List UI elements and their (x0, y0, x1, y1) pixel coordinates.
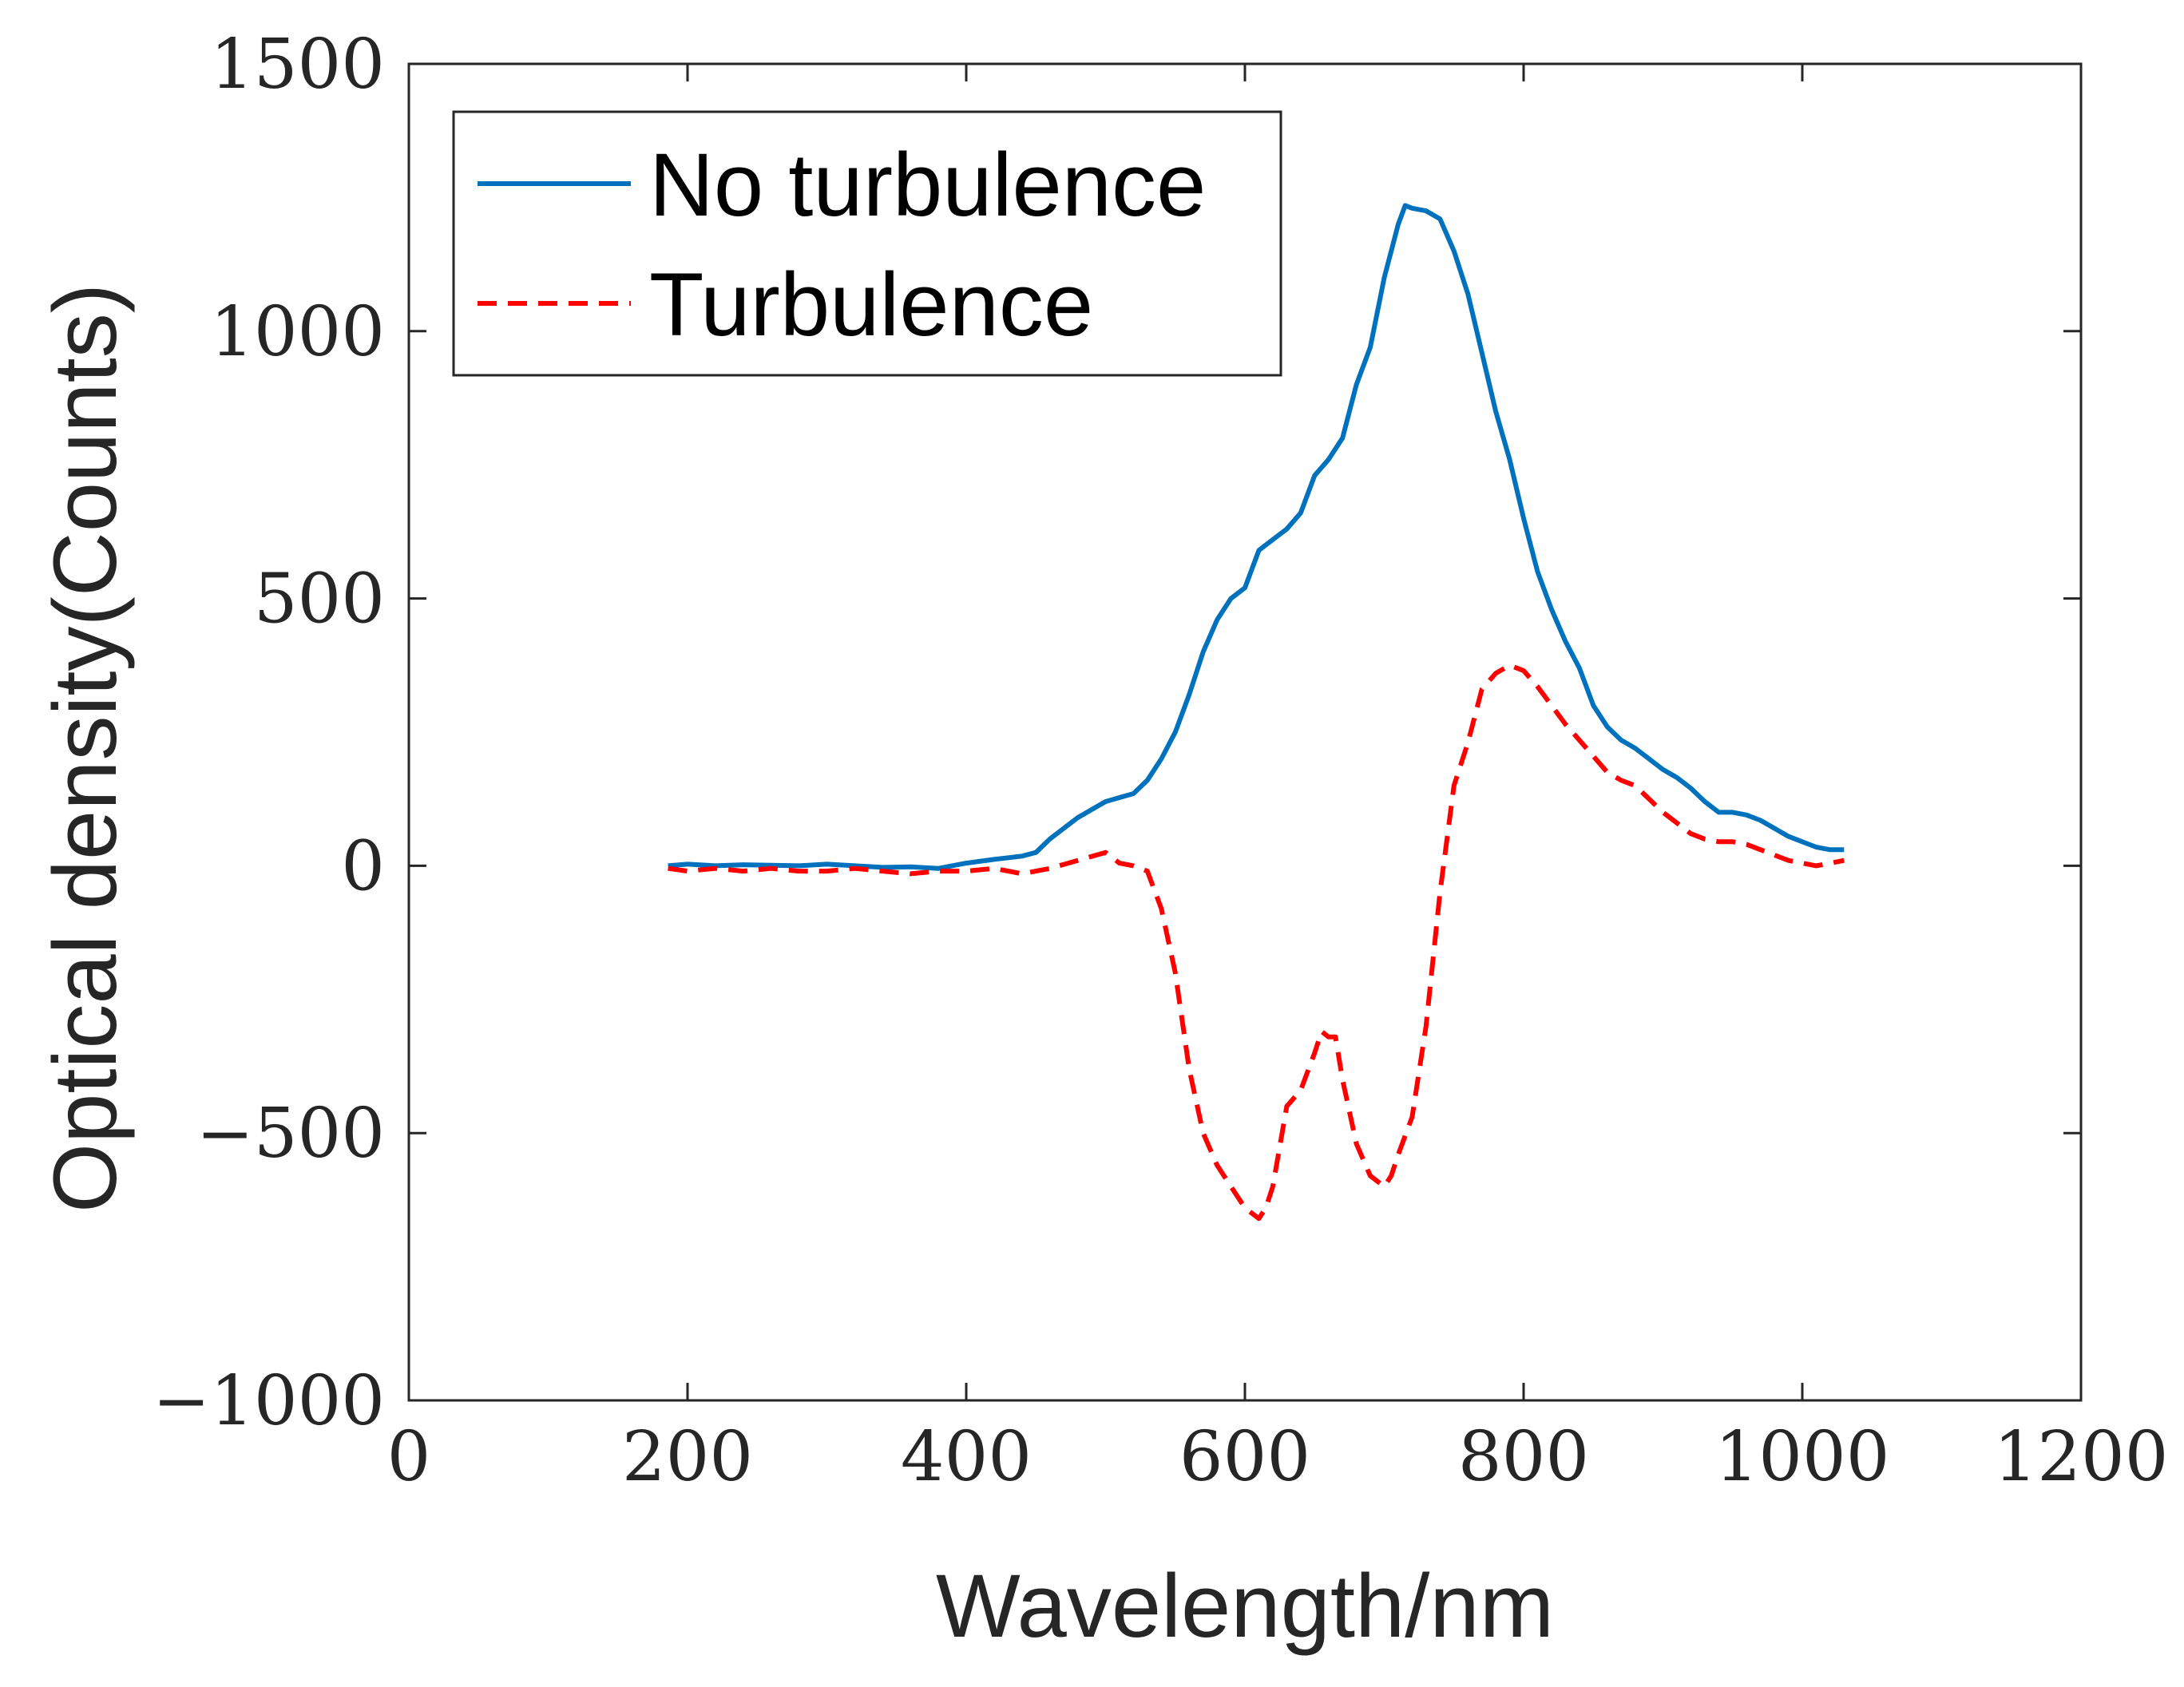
x-tick-label: 800 (1458, 1417, 1589, 1497)
x-tick-label: 1200 (1994, 1417, 2169, 1497)
y-tick-label: −1000 (153, 1361, 385, 1441)
x-tick-label: 600 (1179, 1417, 1310, 1497)
axes: 0 200 400 600 800 1000 1200 −1000 −500 0 500 1000 15… (35, 25, 2168, 1656)
legend-label: Turbulence (649, 255, 1093, 354)
legend-box (452, 110, 1282, 377)
y-tick-label: 1000 (210, 292, 385, 372)
x-tick-label: 1000 (1715, 1417, 1890, 1497)
legend-label: No turbulence (649, 135, 1206, 235)
series-line-no-turbulence (668, 203, 1845, 871)
x-axis-title: Wavelength/nm (936, 1556, 1554, 1656)
y-tick-label: 1500 (210, 25, 385, 105)
y-tick-label: 500 (254, 560, 385, 640)
y-tick-label: −500 (196, 1094, 385, 1174)
x-tick-label: 200 (622, 1417, 753, 1497)
legend: No turbulence Turbulence (452, 110, 1282, 377)
x-tick-label: 0 (387, 1417, 431, 1497)
series-line-turbulence (668, 663, 1845, 1222)
y-axis-title: Optical density(Counts) (35, 283, 135, 1213)
y-tick-label: 0 (341, 826, 385, 906)
x-tick-label: 400 (901, 1417, 1032, 1497)
plot-area (668, 203, 1845, 1222)
